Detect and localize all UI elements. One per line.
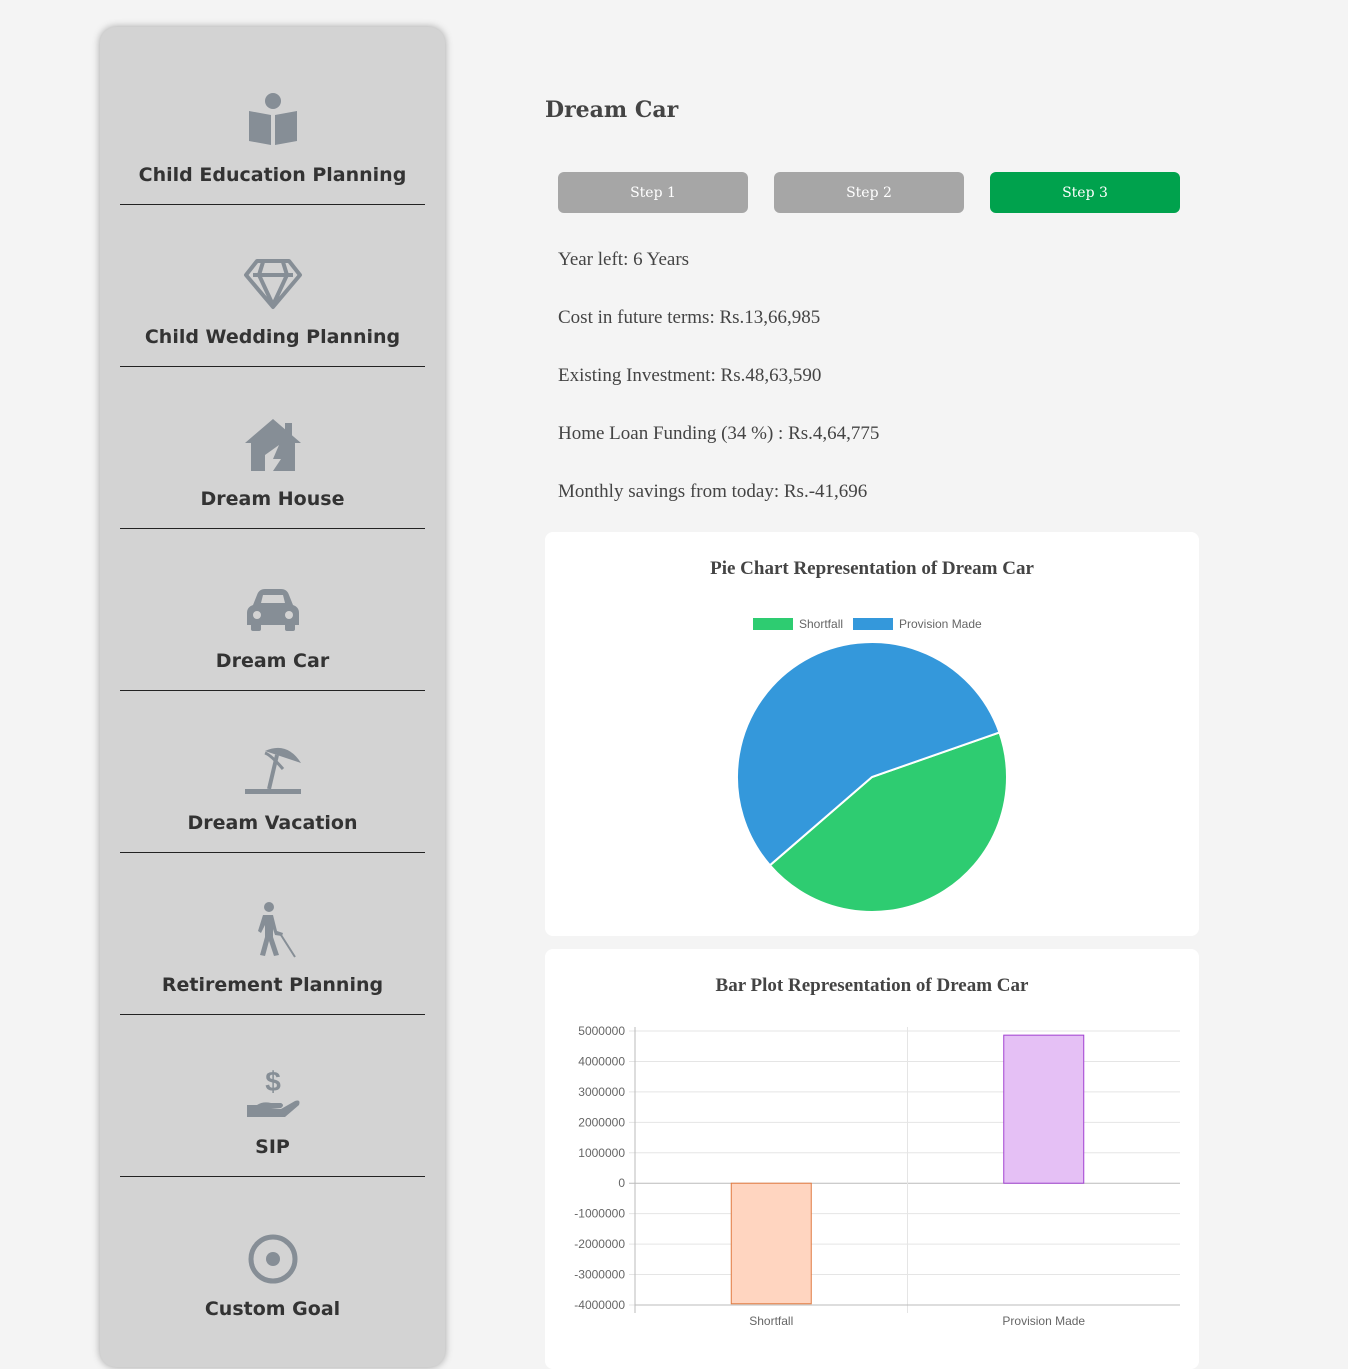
sidebar-item-label: Dream Vacation: [187, 812, 358, 834]
bullseye-icon: [243, 1225, 303, 1285]
bar-y-tick-label: -4000000: [574, 1298, 625, 1312]
sidebar-item-retirement[interactable]: Retirement Planning: [120, 853, 425, 1015]
bar-chart: 5000000 4000000 3000000 2000000 1000000 0 -100…: [574, 1024, 1180, 1328]
diamond-icon: [243, 253, 303, 313]
bar-x-tick-label: Shortfall: [749, 1314, 793, 1328]
years-left-text: Year left: 6 Years: [558, 249, 690, 270]
sidebar-item-label: Dream House: [200, 488, 345, 510]
bar-y-tick-label: 0: [618, 1176, 625, 1190]
svg-text:$: $: [265, 1066, 281, 1097]
sidebar-item-label: Child Education Planning: [138, 164, 407, 186]
umbrella-beach-icon: [243, 739, 303, 799]
pie-chart-title: Pie Chart Representation of Dream Car: [710, 558, 1034, 579]
sidebar-item-child-education[interactable]: Child Education Planning: [120, 43, 425, 205]
bar-y-tick-label: 5000000: [578, 1024, 625, 1038]
bar-y-tick-label: 1000000: [578, 1146, 625, 1160]
sidebar-item-sip[interactable]: $ SIP: [120, 1015, 425, 1177]
house-icon: [243, 415, 303, 475]
step-2-button[interactable]: Step 2: [774, 172, 964, 213]
bar-y-tick-label: 2000000: [578, 1115, 625, 1129]
bar-y-tick-label: 3000000: [578, 1085, 625, 1099]
car-icon: [243, 577, 303, 637]
monthly-savings-text: Monthly savings from today: Rs.-41,696: [558, 481, 868, 502]
book-reader-icon: [243, 91, 303, 151]
sidebar-item-dream-vacation[interactable]: Dream Vacation: [120, 691, 425, 853]
hand-dollar-icon: $: [243, 1063, 303, 1123]
bar-provision-made[interactable]: [1003, 1034, 1085, 1184]
pie-chart: Shortfall Provision Made: [736, 617, 1008, 913]
pie-slice-shortfall[interactable]: [768, 731, 1008, 913]
pie-legend-label[interactable]: Shortfall: [799, 617, 843, 631]
bar-shortfall[interactable]: [730, 1182, 812, 1305]
future-cost-text: Cost in future terms: Rs.13,66,985: [558, 307, 821, 328]
step-3-button[interactable]: Step 3: [990, 172, 1180, 213]
pie-legend-swatch[interactable]: [753, 618, 793, 630]
sidebar-item-label: Retirement Planning: [161, 974, 384, 996]
pie-legend-label[interactable]: Provision Made: [899, 617, 982, 631]
bar-x-tick-label: Provision Made: [1002, 1314, 1085, 1328]
bar-chart-card: Bar Plot Representation of Dream Car 500…: [545, 949, 1199, 1369]
sidebar-item-label: Child Wedding Planning: [144, 326, 401, 348]
pie-slice-provision-made[interactable]: [736, 641, 1001, 867]
sidebar-item-custom-goal[interactable]: Custom Goal: [120, 1177, 425, 1339]
home-loan-text: Home Loan Funding (34 %) : Rs.4,64,775: [558, 423, 880, 444]
pie-chart-card: Pie Chart Representation of Dream Car Sh…: [545, 532, 1199, 936]
sidebar: Child Education Planning Child Wedding P…: [100, 27, 445, 1367]
bar-chart-title: Bar Plot Representation of Dream Car: [715, 975, 1029, 996]
sidebar-item-label: SIP: [255, 1136, 290, 1158]
bar-y-tick-label: -3000000: [574, 1268, 625, 1282]
sidebar-item-label: Dream Car: [215, 650, 330, 672]
step-1-button[interactable]: Step 1: [558, 172, 748, 213]
pie-legend-swatch[interactable]: [853, 618, 893, 630]
bar-y-tick-label: -1000000: [574, 1207, 625, 1221]
blind-walker-icon: [243, 901, 303, 961]
sidebar-item-label: Custom Goal: [204, 1298, 341, 1320]
existing-investment-text: Existing Investment: Rs.48,63,590: [558, 365, 822, 386]
sidebar-item-dream-house[interactable]: Dream House: [120, 367, 425, 529]
sidebar-item-child-wedding[interactable]: Child Wedding Planning: [120, 205, 425, 367]
bar-y-tick-label: -2000000: [574, 1237, 625, 1251]
sidebar-item-dream-car[interactable]: Dream Car: [120, 529, 425, 691]
page-title: Dream Car: [545, 97, 679, 123]
bar-y-tick-label: 4000000: [578, 1054, 625, 1068]
